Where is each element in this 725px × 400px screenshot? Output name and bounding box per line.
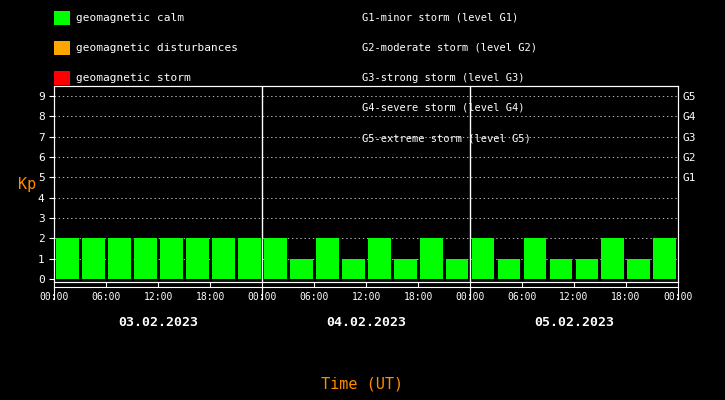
Text: 05.02.2023: 05.02.2023 — [534, 316, 614, 329]
Bar — [523, 238, 547, 279]
Bar — [186, 238, 209, 279]
Bar — [446, 259, 468, 279]
Bar — [264, 238, 286, 279]
Bar — [108, 238, 130, 279]
Text: geomagnetic storm: geomagnetic storm — [76, 73, 191, 83]
Bar — [212, 238, 235, 279]
Bar — [290, 259, 312, 279]
Text: G3-strong storm (level G3): G3-strong storm (level G3) — [362, 73, 525, 83]
Bar — [602, 238, 624, 279]
Bar — [627, 259, 650, 279]
Bar — [420, 238, 442, 279]
Bar — [394, 259, 417, 279]
Text: 04.02.2023: 04.02.2023 — [326, 316, 406, 329]
Text: Time (UT): Time (UT) — [321, 376, 404, 392]
Bar — [653, 238, 676, 279]
Bar — [368, 238, 391, 279]
Text: G4-severe storm (level G4): G4-severe storm (level G4) — [362, 103, 525, 113]
Text: G5-extreme storm (level G5): G5-extreme storm (level G5) — [362, 133, 531, 143]
Bar — [315, 238, 339, 279]
Bar — [134, 238, 157, 279]
Bar — [550, 259, 573, 279]
Bar — [471, 238, 494, 279]
Bar — [576, 259, 598, 279]
Text: G2-moderate storm (level G2): G2-moderate storm (level G2) — [362, 43, 537, 53]
Bar — [160, 238, 183, 279]
Y-axis label: Kp: Kp — [17, 176, 36, 192]
Bar — [341, 259, 365, 279]
Bar — [56, 238, 79, 279]
Bar — [238, 238, 261, 279]
Text: G1-minor storm (level G1): G1-minor storm (level G1) — [362, 13, 519, 23]
Bar — [497, 259, 521, 279]
Text: 03.02.2023: 03.02.2023 — [118, 316, 199, 329]
Text: geomagnetic disturbances: geomagnetic disturbances — [76, 43, 238, 53]
Text: geomagnetic calm: geomagnetic calm — [76, 13, 184, 23]
Bar — [82, 238, 105, 279]
